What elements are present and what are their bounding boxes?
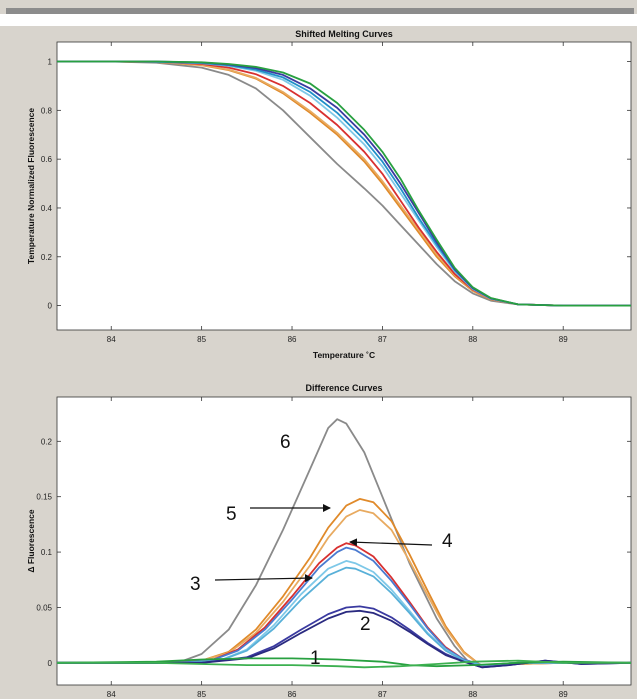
difference-chart-title: Difference Curves [305, 383, 382, 393]
melting-y-tick-label: 0.8 [41, 106, 53, 115]
annotation-label-3: 3 [190, 574, 201, 595]
melting-y-tick-label: 0.6 [41, 155, 53, 164]
melting-tick-marks [57, 42, 631, 330]
melting-x-tick-label: 88 [468, 335, 477, 344]
top-gap [0, 14, 637, 26]
top-rule [6, 8, 634, 14]
annotation-label-2: 2 [360, 614, 371, 635]
melting-y-ticks: 0 0.2 0.4 0.6 0.8 1 [41, 58, 53, 311]
difference-y-tick-label: 0 [48, 659, 53, 668]
difference-y-tick-label: 0.1 [41, 548, 53, 557]
melting-y-tick-label: 1 [48, 58, 53, 67]
difference-series-line-9 [57, 609, 632, 669]
annotation-label-1: 1 [310, 648, 321, 669]
difference-y-tick-label: 0.2 [41, 437, 53, 446]
melting-y-axis-label: Temperature Normalized Fluorescence [26, 108, 36, 264]
difference-x-tick-label: 89 [559, 690, 568, 699]
annotation-arrows [214, 504, 433, 583]
annotation-label-6: 6 [280, 432, 291, 453]
melting-y-tick-label: 0 [48, 302, 53, 311]
melting-x-tick-label: 87 [378, 335, 387, 344]
difference-x-tick-label: 88 [468, 690, 477, 699]
melting-series-line-1 [57, 60, 631, 307]
difference-series-line-10 [56, 657, 632, 668]
difference-y-ticks: 0 0.05 0.1 0.15 0.2 [36, 437, 52, 668]
melting-chart-title: Shifted Melting Curves [295, 29, 393, 39]
difference-series-group [56, 418, 632, 669]
difference-series-line-11 [57, 659, 631, 669]
melting-x-ticks: 84 85 86 87 88 89 [107, 335, 568, 344]
melting-x-axis-label: Temperature ˚C [313, 350, 375, 360]
annotation-labels: 6 5 4 3 2 1 [190, 432, 453, 669]
annotation-label-5: 5 [226, 504, 237, 525]
difference-x-ticks: 84 85 86 87 88 89 [107, 690, 568, 699]
melting-x-tick-label: 89 [559, 335, 568, 344]
melting-plot-area [56, 41, 632, 331]
difference-y-axis-label: Δ Fluorescence [26, 509, 36, 573]
difference-y-tick-label: 0.05 [36, 603, 52, 612]
difference-x-tick-label: 86 [288, 690, 297, 699]
melting-y-tick-label: 0.4 [41, 204, 53, 213]
difference-x-tick-label: 87 [378, 690, 387, 699]
melting-series-group [57, 60, 631, 307]
difference-x-tick-label: 84 [107, 690, 116, 699]
difference-plot-area [56, 396, 632, 686]
melting-x-tick-label: 86 [288, 335, 297, 344]
arrow-3 [214, 574, 313, 583]
difference-y-tick-label: 0.15 [36, 493, 52, 502]
melting-x-tick-label: 85 [197, 335, 206, 344]
melting-series-line-8 [57, 60, 631, 307]
melting-y-tick-label: 0.2 [41, 253, 53, 262]
annotation-label-4: 4 [442, 531, 453, 552]
melting-curves-chart: Shifted Melting Curves Temperature ˚C Te… [26, 29, 632, 360]
difference-curves-chart: Difference Curves Δ Fluorescence 84 85 8… [26, 383, 632, 699]
difference-x-tick-label: 85 [197, 690, 206, 699]
arrow-4 [349, 538, 433, 547]
melting-x-tick-label: 84 [107, 335, 116, 344]
